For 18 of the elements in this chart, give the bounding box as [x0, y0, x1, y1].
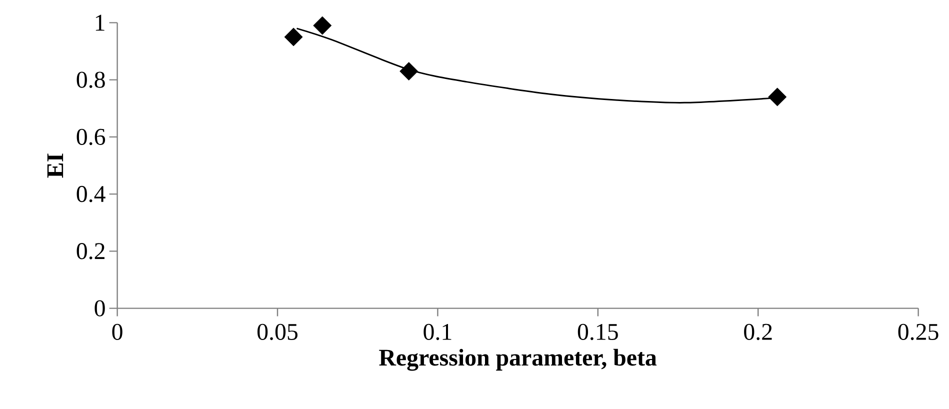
x-tick-label: 0.25 — [898, 324, 938, 340]
y-tick-label: 1 — [96, 14, 104, 31]
y-axis-title: EI — [47, 154, 64, 178]
x-tick-label: 0.15 — [578, 324, 618, 340]
point — [400, 62, 418, 80]
y-tick-label: 0.6 — [76, 128, 106, 146]
y-tick-label: 0.4 — [76, 186, 106, 202]
x-tick-label: 0.2 — [744, 324, 772, 340]
x-axis-title: Regression parameter, beta — [379, 348, 657, 371]
y-tick-label: 0.8 — [76, 72, 105, 88]
point — [284, 28, 303, 46]
x-tick-label: 0.1 — [424, 324, 452, 340]
y-tick-label: 0 — [94, 300, 105, 316]
x-tick-label: 0.05 — [257, 324, 298, 340]
y-tick-label: 0.2 — [76, 243, 104, 260]
x-tick-label: 0 — [112, 324, 122, 340]
point — [768, 88, 787, 106]
point — [313, 16, 332, 35]
